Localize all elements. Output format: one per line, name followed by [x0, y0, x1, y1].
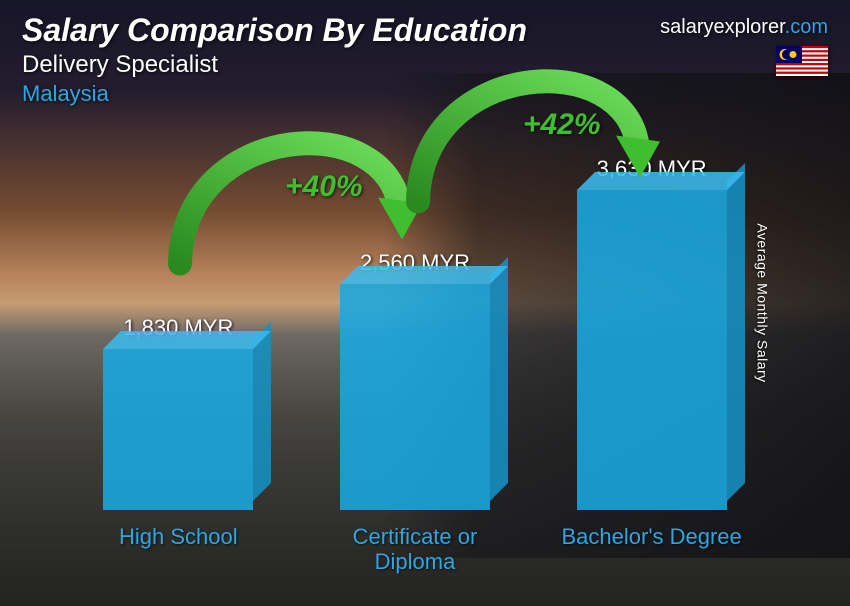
bar	[577, 190, 727, 510]
chart-subtitle: Delivery Specialist	[22, 51, 828, 79]
source-attribution: salaryexplorer.com	[660, 16, 828, 39]
source-tld: .com	[785, 16, 828, 38]
increase-percent-label: +42%	[523, 108, 601, 142]
bar-group: 2,560 MYRCertificate or Diploma	[320, 250, 510, 576]
increase-arrow: +42%	[408, 78, 668, 208]
bar	[103, 349, 253, 510]
bar-group: 1,830 MYRHigh School	[83, 315, 273, 576]
increase-percent-label: +40%	[285, 170, 363, 204]
source-name: salaryexplorer	[660, 16, 785, 38]
malaysia-flag-icon	[776, 46, 828, 76]
bar-category-label: Certificate or Diploma	[320, 524, 510, 576]
bar-category-label: Bachelor's Degree	[561, 524, 741, 576]
bar-category-label: High School	[119, 524, 238, 576]
increase-arrow: +40%	[170, 140, 430, 270]
bar-group: 3,630 MYRBachelor's Degree	[557, 156, 747, 576]
bar	[340, 284, 490, 510]
